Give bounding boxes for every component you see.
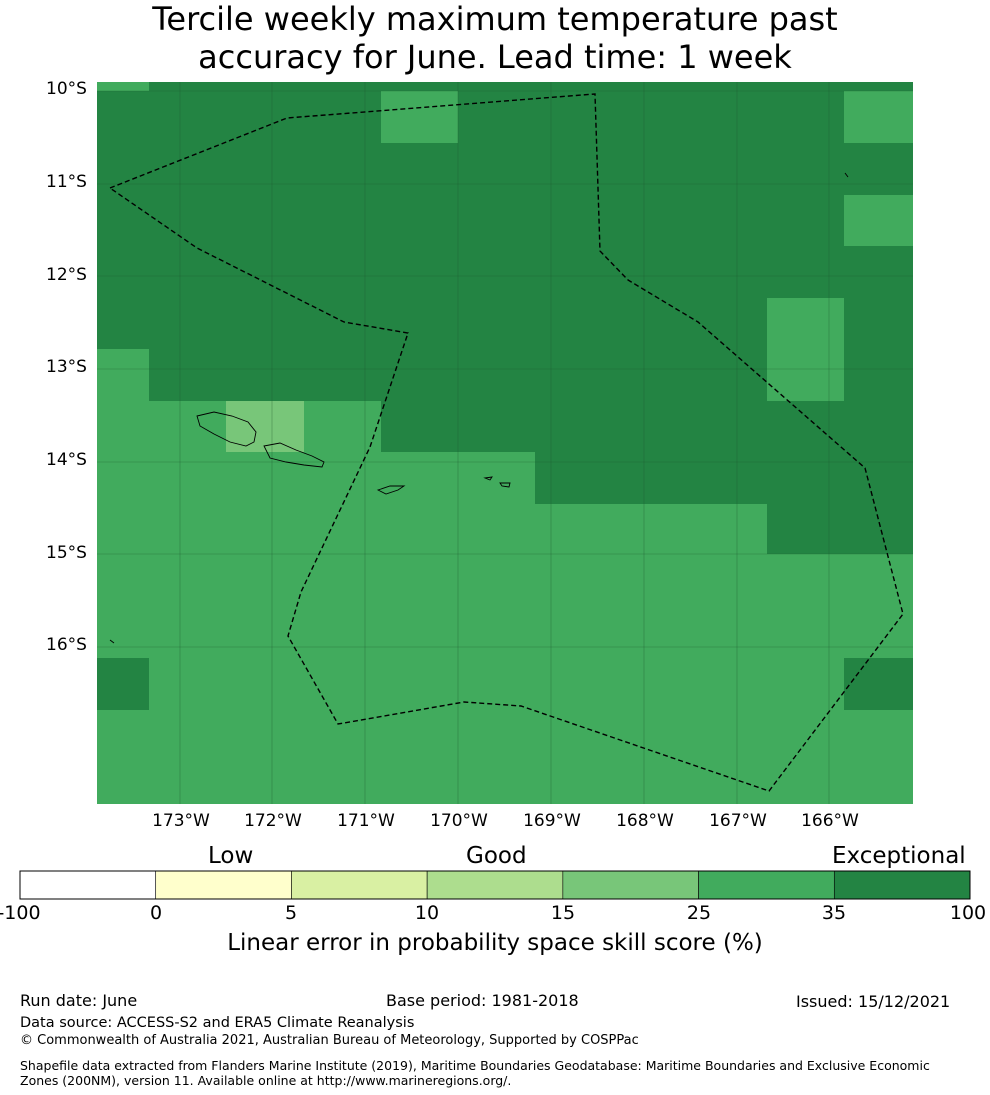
map-gridlines — [97, 82, 913, 804]
islands — [109, 172, 849, 644]
colorbar-category-low: Low — [208, 843, 254, 869]
lon-label: 169°W — [523, 811, 581, 831]
colorbar-tick: 25 — [686, 902, 712, 924]
run-date: Run date: June — [20, 991, 138, 1010]
lon-label: 173°W — [152, 811, 210, 831]
lon-label: 167°W — [709, 811, 767, 831]
colorbar-tick: 15 — [550, 902, 576, 924]
map-patch — [97, 658, 149, 710]
map-patch — [844, 195, 913, 246]
colorbar-segment — [19, 870, 157, 900]
island-savaii — [196, 411, 257, 447]
lat-label: 15°S — [46, 543, 87, 563]
lon-label: 168°W — [616, 811, 674, 831]
colorbar — [19, 870, 971, 900]
map-patch — [767, 298, 844, 401]
base-period: Base period: 1981-2018 — [386, 991, 579, 1010]
lat-label: 14°S — [46, 450, 87, 470]
eez-boundary — [109, 93, 904, 792]
lat-label: 10°S — [46, 79, 87, 99]
issued-date: Issued: 15/12/2021 — [796, 992, 951, 1011]
colorbar-category-exceptional: Exceptional — [832, 843, 966, 869]
data-source: Data source: ACCESS-S2 and ERA5 Climate … — [20, 1015, 415, 1031]
colorbar-frame — [19, 870, 971, 900]
island-manua-2 — [499, 482, 511, 488]
lon-label: 166°W — [801, 811, 859, 831]
colorbar-segment — [155, 870, 292, 900]
copyright: © Commonwealth of Australia 2021, Austra… — [20, 1033, 639, 1048]
colorbar-segment — [291, 870, 428, 900]
lat-label: 13°S — [46, 357, 87, 377]
colorbar-tick: 5 — [284, 902, 298, 924]
map-patch — [226, 401, 304, 452]
map-patch — [844, 658, 913, 710]
lat-label: 12°S — [46, 265, 87, 285]
colorbar-category-good: Good — [466, 843, 527, 869]
map-exceptional-region — [97, 82, 913, 554]
colorbar-tick: -100 — [0, 902, 41, 924]
colorbar-label: Linear error in probability space skill … — [227, 930, 763, 956]
colorbar-segment — [426, 870, 564, 900]
colorbar-tick: 0 — [149, 902, 163, 924]
shapefile-credit: Shapefile data extracted from Flanders M… — [20, 1058, 930, 1088]
lon-label: 171°W — [337, 811, 395, 831]
map-patch — [381, 91, 458, 143]
lon-label: 170°W — [430, 811, 488, 831]
island-small-1 — [844, 172, 849, 178]
title-line-2: accuracy for June. Lead time: 1 week — [198, 38, 792, 76]
colorbar-segment — [562, 870, 699, 900]
colorbar-segment — [833, 870, 971, 900]
colorbar-tick: 10 — [414, 902, 440, 924]
lat-label: 16°S — [46, 635, 87, 655]
colorbar-segment — [698, 870, 835, 900]
colorbar-tick: 100 — [949, 902, 987, 924]
island-small-2 — [109, 639, 115, 644]
map-patch — [844, 91, 913, 143]
map-patch — [97, 82, 149, 91]
island-manua-1 — [483, 476, 493, 481]
lon-label: 172°W — [244, 811, 302, 831]
chart-title: Tercile weekly maximum temperature past … — [0, 0, 990, 76]
colorbar-tick: 35 — [821, 902, 847, 924]
lat-label: 11°S — [46, 172, 87, 192]
island-tutuila — [376, 485, 406, 495]
skill-map — [97, 82, 913, 804]
title-line-1: Tercile weekly maximum temperature past — [152, 0, 838, 38]
island-upolu — [263, 442, 325, 468]
